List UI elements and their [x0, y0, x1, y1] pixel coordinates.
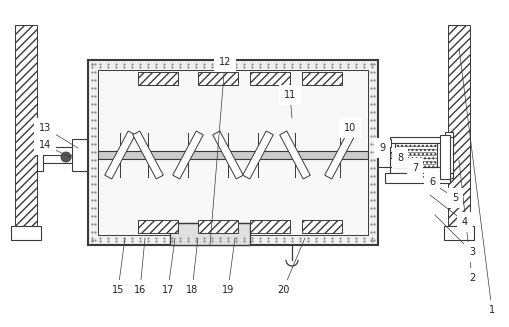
Text: 18: 18: [185, 238, 197, 295]
Bar: [11, 226, 41, 240]
Text: 16: 16: [133, 238, 146, 295]
Text: 12: 12: [210, 57, 231, 245]
Text: 20: 20: [276, 238, 304, 295]
Text: 4: 4: [429, 195, 467, 227]
Text: 5: 5: [419, 175, 457, 203]
Bar: [197, 72, 238, 85]
Polygon shape: [242, 131, 273, 179]
Bar: [37, 143, 43, 171]
Bar: [439, 135, 449, 179]
Text: 7: 7: [397, 158, 417, 173]
Text: 10: 10: [340, 123, 355, 135]
Bar: [389, 137, 444, 143]
Bar: [394, 143, 436, 167]
Bar: [389, 167, 444, 173]
Text: 3: 3: [434, 215, 474, 257]
Bar: [88, 60, 377, 245]
Bar: [444, 132, 452, 178]
Text: 19: 19: [221, 238, 235, 295]
Bar: [98, 70, 367, 235]
Bar: [382, 139, 390, 147]
Bar: [138, 72, 178, 85]
Polygon shape: [132, 131, 163, 179]
Bar: [377, 152, 397, 158]
Text: 9: 9: [375, 143, 384, 153]
Text: 2: 2: [458, 160, 474, 283]
Bar: [377, 143, 389, 167]
Text: 1: 1: [458, 48, 494, 315]
Bar: [169, 223, 249, 245]
Bar: [98, 151, 367, 159]
Bar: [249, 72, 290, 85]
Text: 17: 17: [161, 238, 175, 295]
Polygon shape: [324, 131, 355, 179]
Bar: [138, 220, 178, 233]
Bar: [197, 220, 238, 233]
Circle shape: [61, 152, 71, 162]
Bar: [72, 139, 88, 171]
Bar: [15, 25, 37, 240]
Text: 11: 11: [284, 90, 296, 118]
Bar: [384, 173, 449, 183]
Polygon shape: [279, 131, 309, 179]
Bar: [301, 220, 342, 233]
Bar: [249, 220, 290, 233]
Text: 14: 14: [39, 140, 72, 158]
Text: 6: 6: [404, 165, 434, 187]
Polygon shape: [212, 131, 243, 179]
Text: 15: 15: [111, 238, 125, 295]
Text: 8: 8: [387, 152, 402, 163]
Bar: [301, 72, 342, 85]
Polygon shape: [173, 131, 203, 179]
Polygon shape: [104, 131, 135, 179]
Bar: [447, 25, 469, 240]
Text: 13: 13: [39, 123, 78, 148]
Bar: [443, 226, 473, 240]
